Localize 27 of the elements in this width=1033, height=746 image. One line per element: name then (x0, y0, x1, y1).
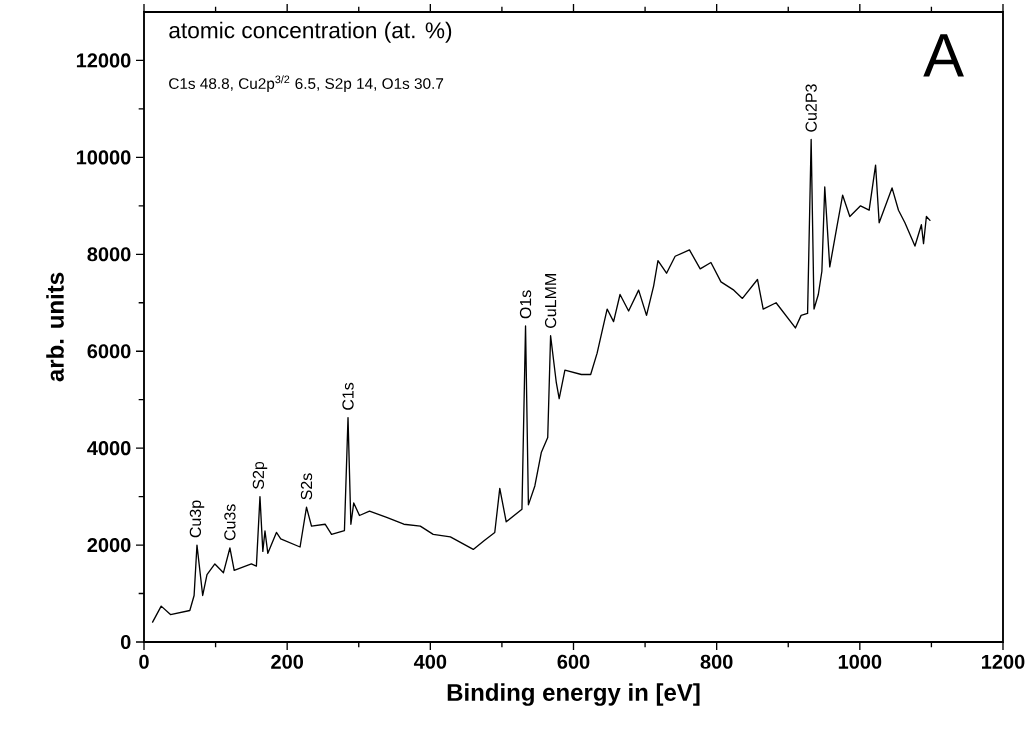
annotation: O1s (519, 290, 532, 319)
annotation: A (923, 34, 964, 77)
annotation: S2p (252, 461, 268, 489)
x-tick-label: 800 (700, 654, 733, 669)
y-tick-label: 0 (120, 634, 131, 650)
y-tick-label: 10000 (76, 150, 131, 165)
annotation: CuLMM (544, 274, 557, 328)
annotation: S2s (300, 473, 313, 500)
y-tick-label: 2000 (87, 537, 131, 553)
annotation: Cu3p (189, 500, 205, 538)
x-tick-label: 200 (271, 654, 304, 669)
y-tick-label: 4000 (87, 441, 131, 456)
y-tick-label: 6000 (87, 344, 131, 359)
x-tick-label: 0 (139, 654, 149, 669)
annotation: atomic concentration (at. %) (169, 21, 452, 43)
annotation: C1s 48.8, Cu2p$^{3/2}$ 6.5, S2p 14, O1s 30.7 (169, 75, 444, 93)
annotation: Cu2P3 (805, 84, 817, 132)
annotation: C1s (342, 382, 354, 410)
x-tick-label: 600 (557, 654, 590, 669)
x-axis-title: Binding energy in [eV] (447, 683, 700, 706)
x-tick-label: 1200 (982, 654, 1025, 669)
y-tick-label: 8000 (87, 247, 131, 262)
x-tick-label: 400 (413, 654, 447, 669)
x-tick-label: 1000 (838, 654, 882, 669)
annotation: Cu3s (224, 504, 236, 541)
y-tick-label: 12000 (76, 53, 131, 68)
y-axis-title: arb. units (46, 272, 64, 382)
